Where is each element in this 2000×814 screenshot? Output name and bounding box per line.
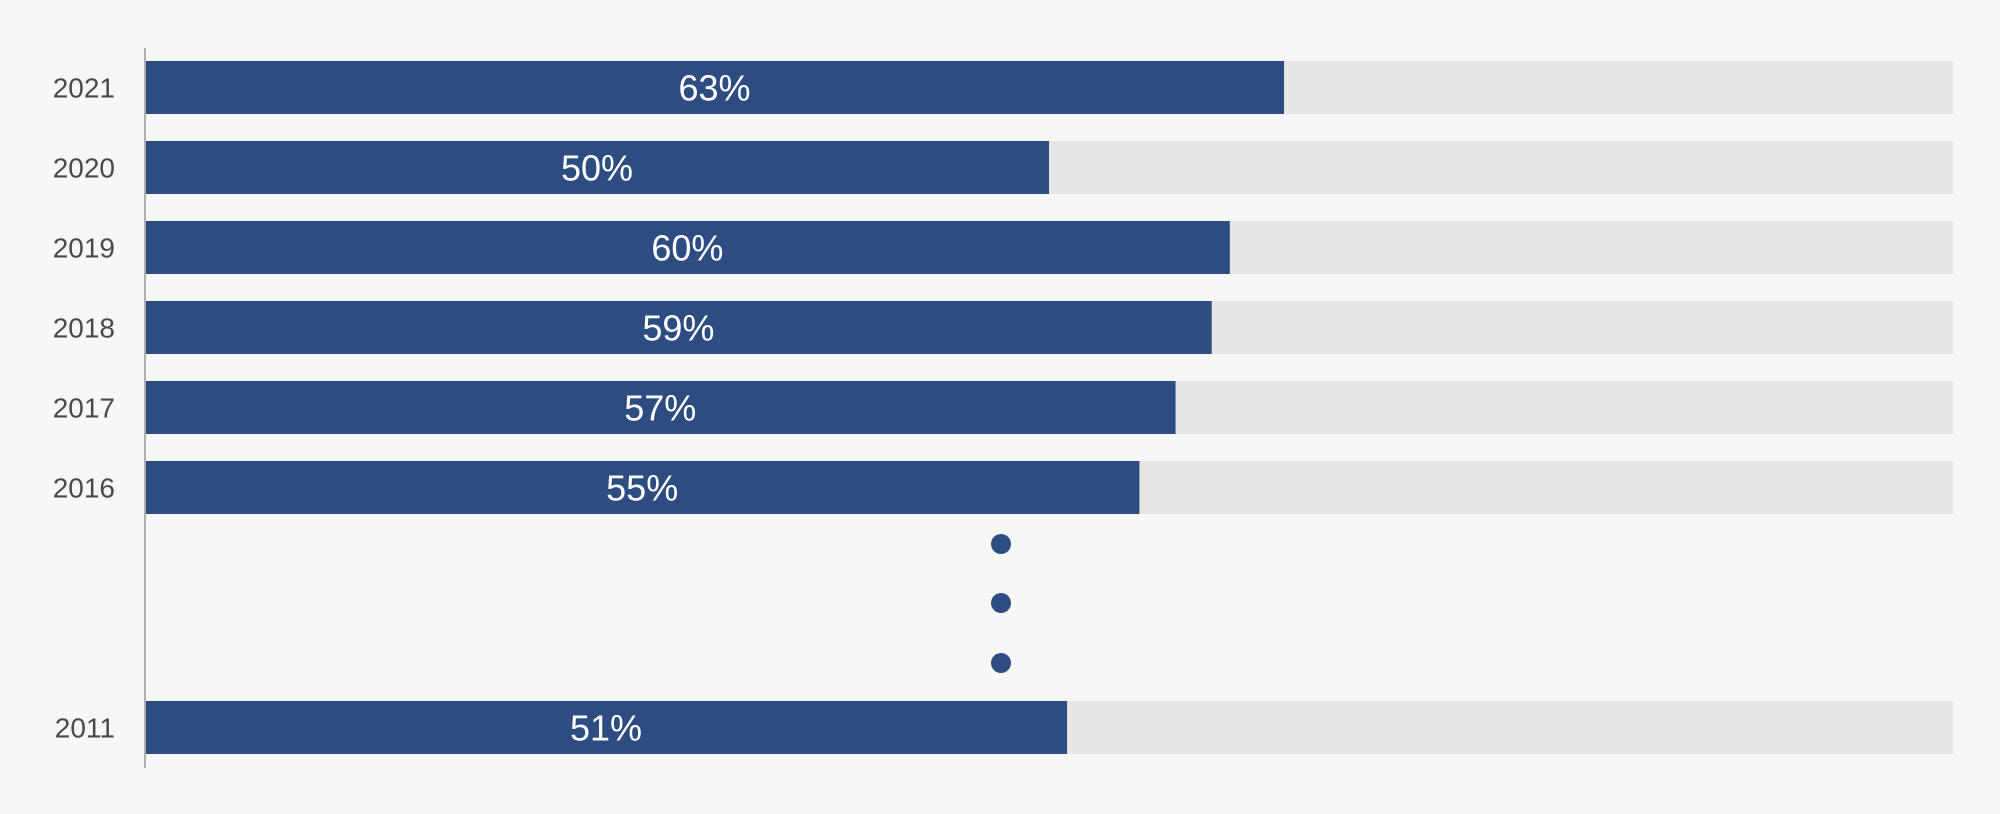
gap-dot-3 [991,653,1011,673]
bar-value-label-2017: 57% [624,388,696,429]
year-label-2019: 2019 [53,233,115,264]
year-label-2016: 2016 [53,473,115,504]
year-labels: 2021 2020 2019 2018 2017 2016 2011 [53,73,115,744]
bar-2018 [145,301,1212,354]
bar-value-label-2021: 63% [678,68,750,109]
bar-value-label-2018: 59% [642,308,714,349]
bar-value-labels: 63% 50% 60% 59% 57% 55% 51% [561,68,751,749]
bar-value-label-2019: 60% [651,228,723,269]
bar-2011 [145,701,1068,754]
bars [145,61,1285,754]
bar-2019 [145,221,1230,274]
bar-value-label-2016: 55% [606,468,678,509]
bar-2016 [145,461,1140,514]
bar-2020 [145,141,1049,194]
gap-ellipsis [991,534,1011,673]
year-label-2021: 2021 [53,73,115,104]
gap-dot-2 [991,593,1011,613]
bar-value-label-2020: 50% [561,148,633,189]
year-label-2017: 2017 [53,393,115,424]
bar-value-label-2011: 51% [570,708,642,749]
bar-2017 [145,381,1176,434]
bar-2021 [145,61,1285,114]
year-label-2011: 2011 [55,713,115,744]
year-label-2018: 2018 [53,313,115,344]
gap-dot-1 [991,534,1011,554]
year-label-2020: 2020 [53,153,115,184]
